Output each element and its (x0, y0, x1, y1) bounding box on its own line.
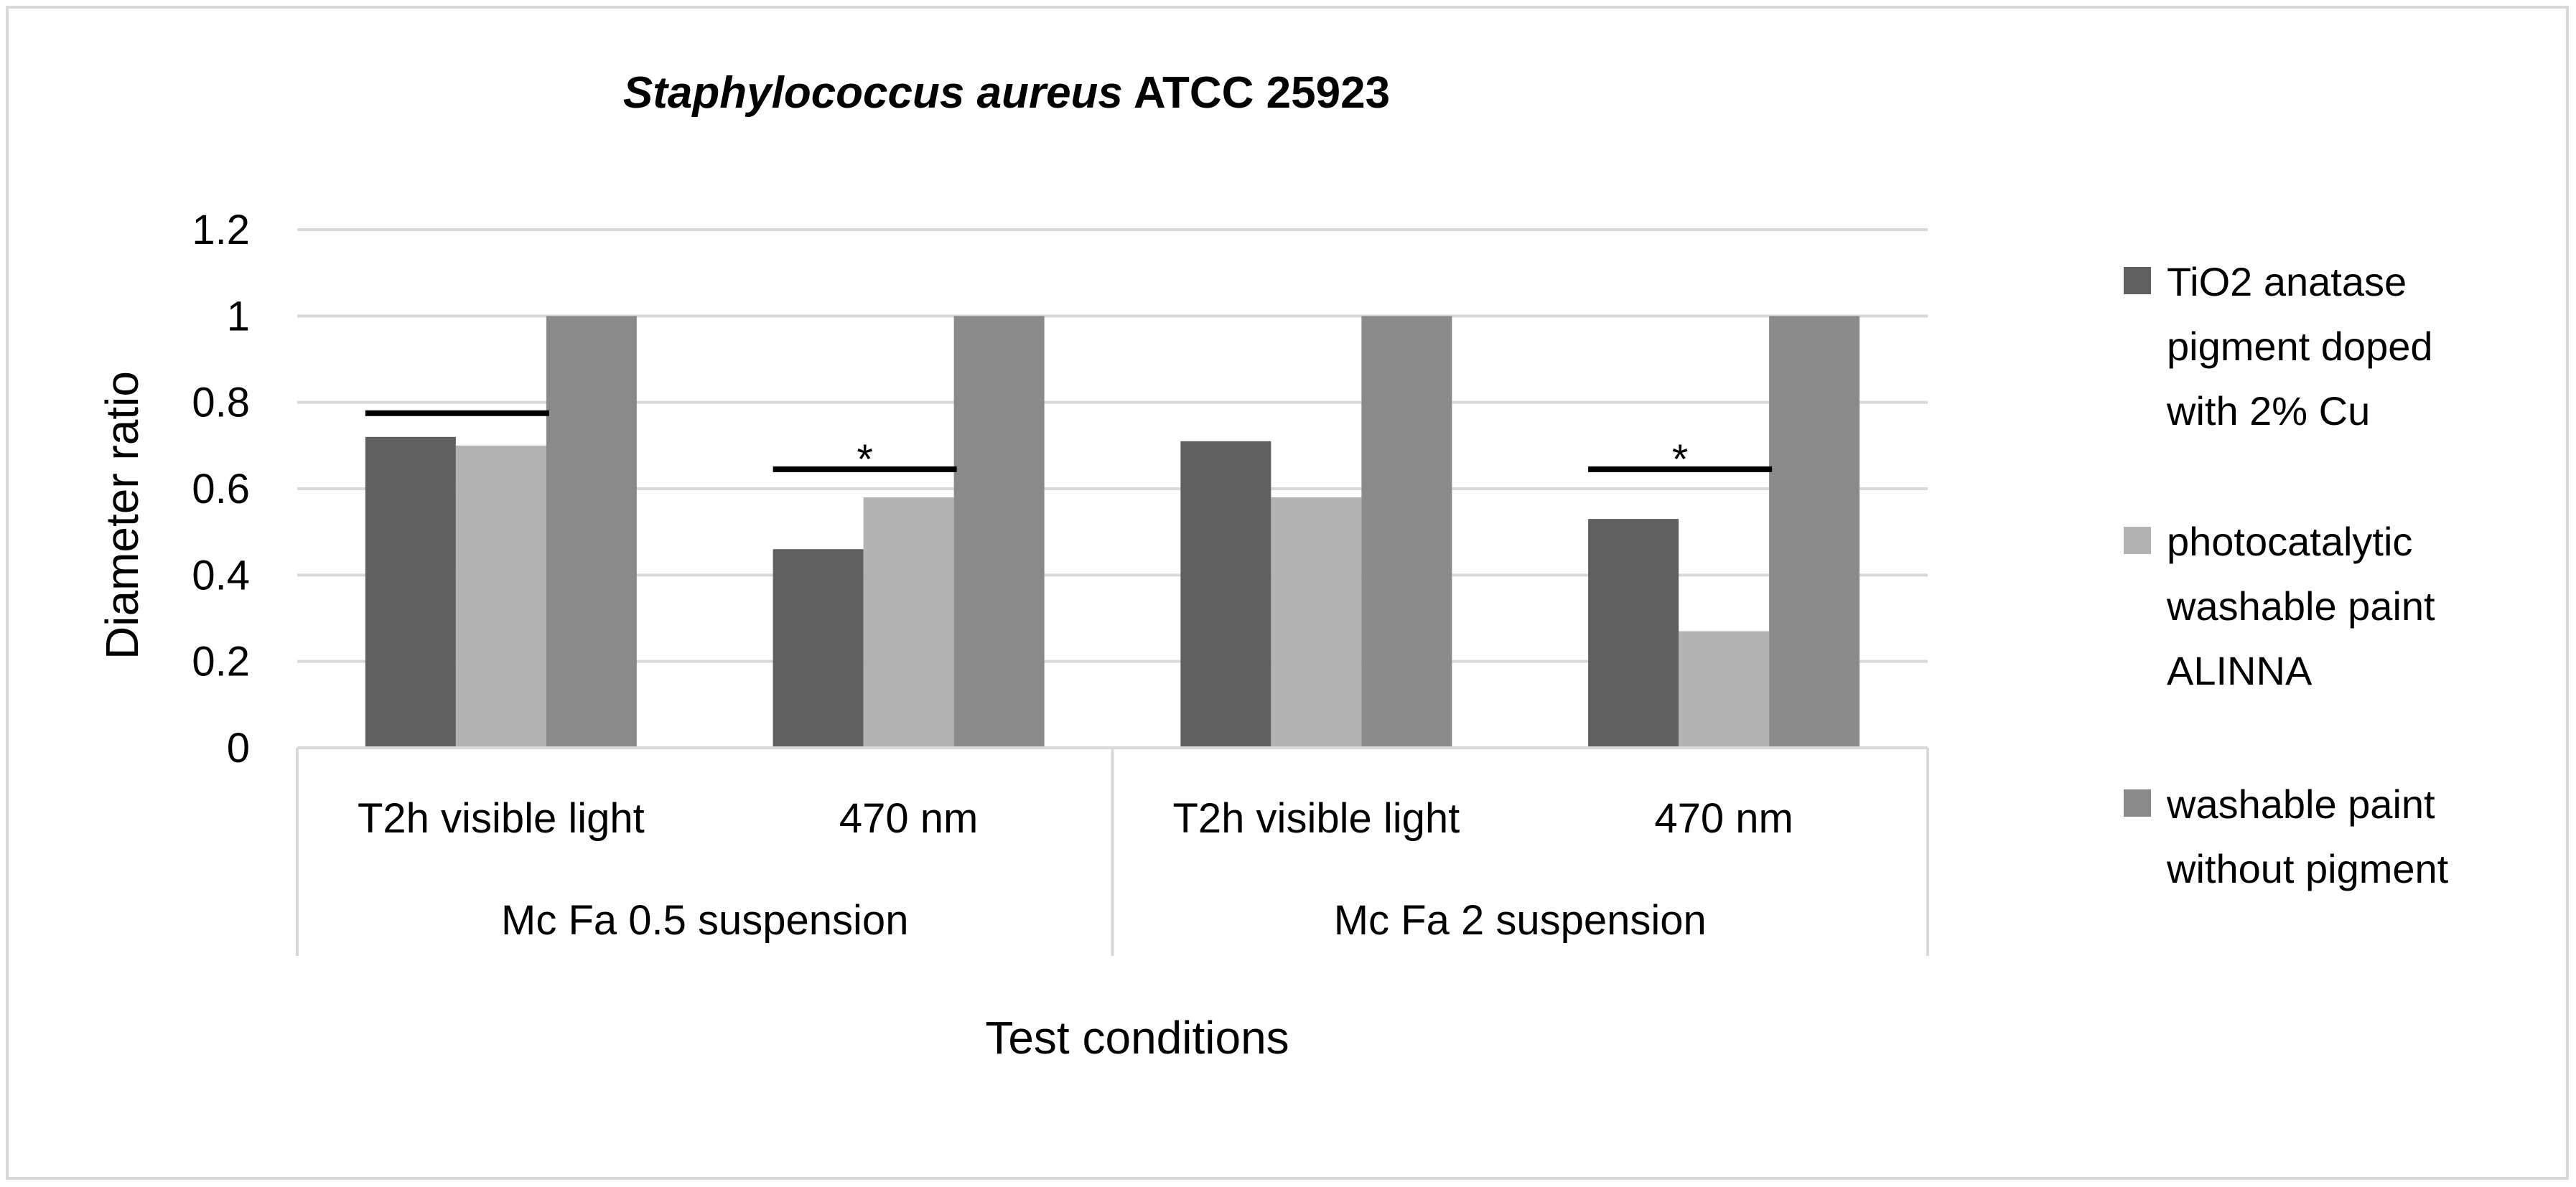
bar (773, 549, 864, 748)
y-axis-label: Diameter ratio (96, 371, 148, 660)
legend-swatch (2124, 789, 2151, 817)
bar (1588, 519, 1679, 748)
bar (455, 445, 546, 748)
axes (296, 746, 1929, 956)
category-label: 470 nm (839, 795, 978, 842)
legend-label: TiO2 anatase (2167, 259, 2407, 304)
bar (1180, 441, 1271, 748)
legend-label: washable paint (2166, 583, 2435, 629)
category-label: T2h visible light (1173, 795, 1460, 842)
group-label: Mc Fa 0.5 suspension (501, 897, 908, 944)
bar (546, 316, 637, 748)
bars (365, 316, 1860, 748)
legend-label: pigment doped (2167, 324, 2433, 369)
y-tick-label: 1.2 (192, 207, 250, 253)
x-axis-label: Test conditions (985, 1012, 1289, 1064)
legend-label: without pigment (2166, 846, 2449, 891)
bar (863, 497, 954, 748)
category-label: 470 nm (1654, 795, 1793, 842)
y-tick-label: 0.4 (192, 552, 250, 599)
bar (1679, 631, 1770, 748)
significance-marker: * (857, 436, 873, 483)
group-label: Mc Fa 2 suspension (1334, 897, 1707, 944)
bar (365, 436, 456, 748)
category-label: T2h visible light (358, 795, 645, 842)
significance-marker: * (1672, 436, 1689, 483)
legend-swatch (2124, 267, 2151, 294)
bar (1361, 316, 1452, 748)
legend-label: ALINNA (2167, 648, 2313, 693)
legend: TiO2 anatase pigment doped with 2% Cu photo… (2124, 259, 2449, 891)
chart-frame: 0 0.2 0.4 0.6 0.8 1 1.2 T2h visible light 470 n… (6, 6, 2569, 1180)
y-tick-label: 0.2 (192, 639, 250, 685)
chart-title: Staphylococcus aureus ATCC 25923 (623, 68, 1390, 118)
legend-swatch (2124, 527, 2151, 554)
bar (953, 316, 1045, 748)
y-tick-label: 1 (227, 293, 250, 339)
bar-chart: 0 0.2 0.4 0.6 0.8 1 1.2 T2h visible light 470 n… (96, 68, 2449, 1064)
bar (1769, 316, 1860, 748)
y-tick-label: 0 (227, 725, 250, 771)
legend-label: photocatalytic (2167, 519, 2412, 564)
y-tick-label: 0.6 (192, 466, 250, 512)
legend-label: with 2% Cu (2166, 388, 2370, 433)
bar (1271, 497, 1362, 748)
y-tick-label: 0.8 (192, 380, 250, 426)
category-labels: T2h visible light 470 nm T2h visible light… (358, 795, 1793, 944)
significance-annotations: * * (365, 410, 1773, 483)
y-tick-labels: 0 0.2 0.4 0.6 0.8 1 1.2 (192, 207, 250, 771)
legend-label: washable paint (2166, 782, 2435, 827)
